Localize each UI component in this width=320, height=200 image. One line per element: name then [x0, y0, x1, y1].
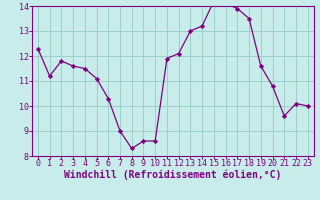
- X-axis label: Windchill (Refroidissement éolien,°C): Windchill (Refroidissement éolien,°C): [64, 170, 282, 180]
